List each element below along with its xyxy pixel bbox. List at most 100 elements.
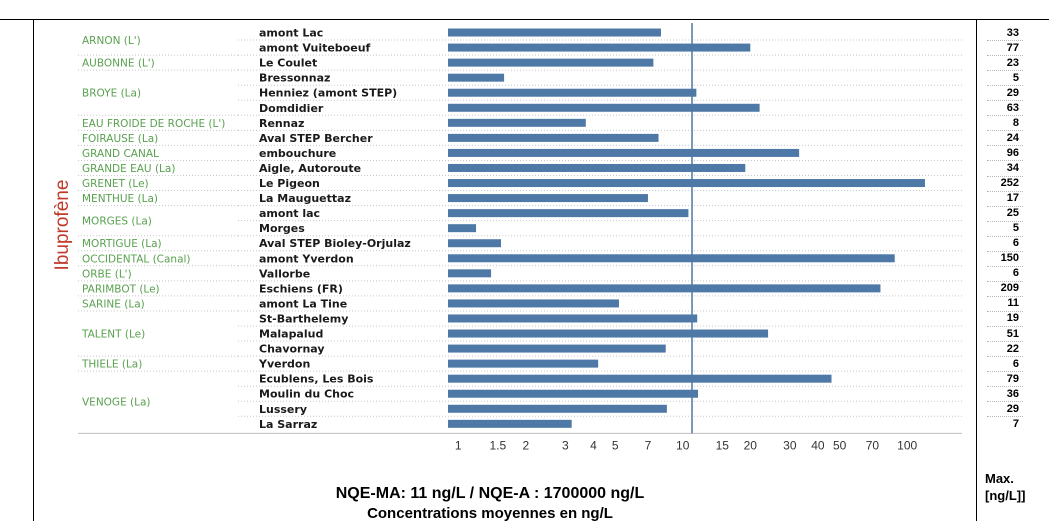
- x-tick-8: 15: [716, 438, 730, 452]
- station-label-0: amont Lac: [259, 27, 323, 40]
- max-value-3: 5: [1012, 71, 1019, 84]
- max-value-17: 209: [1000, 282, 1019, 295]
- river-label-7: GRENET (Le): [82, 178, 149, 190]
- bar-6: [448, 118, 586, 127]
- max-separator: [987, 115, 1023, 117]
- max-separator: [987, 250, 1023, 252]
- max-value-22: 6: [1012, 357, 1019, 370]
- max-header-line2: [ng/L]]: [985, 488, 1026, 503]
- max-separator: [987, 55, 1023, 57]
- max-separator: [987, 341, 1023, 343]
- top-border: [0, 19, 1049, 20]
- station-label-9: Aigle, Autoroute: [259, 162, 361, 175]
- max-separator: [987, 356, 1023, 358]
- station-label-12: amont lac: [259, 207, 320, 220]
- max-value-16: 6: [1012, 267, 1019, 280]
- river-label-2: BROYE (La): [82, 88, 141, 100]
- bar-26: [448, 419, 572, 428]
- bar-12: [448, 209, 689, 218]
- max-separator: [987, 371, 1023, 373]
- station-label-26: La Sarraz: [259, 418, 317, 431]
- river-label-10: MORTIGUE (La): [82, 238, 162, 250]
- parameter-label: Ibuprofène: [52, 180, 73, 271]
- x-tick-2: 2: [522, 438, 529, 452]
- bar-15: [448, 254, 895, 263]
- bar-9: [448, 163, 746, 172]
- bar-5: [448, 103, 760, 112]
- max-separator: [987, 100, 1023, 102]
- max-value-15: 150: [1000, 252, 1019, 265]
- station-label-19: St-Barthelemy: [259, 312, 348, 325]
- station-label-20: Malapalud: [259, 328, 323, 341]
- bar-3: [448, 73, 505, 82]
- station-label-8: embouchure: [259, 147, 336, 160]
- x-tick-3: 3: [562, 438, 569, 452]
- bar-10: [448, 179, 925, 188]
- x-tick-14: 100: [897, 438, 917, 452]
- bar-7: [448, 133, 659, 142]
- label-layer: amont Lac amont Vuiteboeuf Le Coulet Bresso…: [81, 27, 411, 431]
- station-label-24: Moulin du Choc: [259, 388, 354, 401]
- x-tick-4: 4: [590, 438, 597, 452]
- max-value-5: 63: [1006, 101, 1019, 114]
- max-value-9: 34: [1006, 161, 1019, 174]
- river-label-16: THIELE (La): [81, 359, 142, 371]
- river-label-1: AUBONNE (L'): [82, 58, 155, 70]
- river-label-11: OCCIDENTAL (Canal): [82, 253, 191, 265]
- station-label-25: Lussery: [259, 403, 307, 416]
- max-value-18: 11: [1007, 297, 1019, 310]
- bar-13: [448, 224, 477, 233]
- river-label-9: MORGES (La): [82, 216, 152, 228]
- max-value-6: 8: [1012, 116, 1019, 129]
- max-value-0: 33: [1006, 26, 1019, 39]
- x-tick-10: 30: [783, 438, 797, 452]
- bar-18: [448, 299, 619, 308]
- max-separator: [987, 386, 1023, 388]
- river-label-4: FOIRAUSE (La): [82, 133, 158, 145]
- max-separator: [987, 160, 1023, 162]
- max-separator: [987, 70, 1023, 72]
- bar-4: [448, 88, 697, 97]
- station-label-14: Aval STEP Bioley-Orjulaz: [259, 237, 411, 250]
- max-separator: [987, 280, 1023, 282]
- max-value-19: 19: [1006, 312, 1019, 325]
- station-label-17: Eschiens (FR): [259, 282, 343, 295]
- river-label-0: ARNON (L'): [82, 35, 141, 47]
- max-separator: [987, 326, 1023, 327]
- river-label-12: ORBE (L'): [82, 268, 132, 280]
- river-label-14: SARINE (La): [82, 298, 145, 310]
- max-header-line1: Max.: [985, 471, 1014, 486]
- station-label-6: Rennaz: [259, 117, 304, 130]
- left-border: [33, 19, 34, 521]
- bar-24: [448, 389, 699, 398]
- max-separator: [987, 295, 1023, 297]
- x-tick-11: 40: [811, 438, 825, 452]
- max-separator: [987, 85, 1023, 87]
- station-label-1: amont Vuiteboeuf: [259, 42, 371, 55]
- chart-subtitle: Concentrations moyennes en ng/L: [367, 505, 613, 522]
- bar-0: [448, 28, 661, 37]
- max-value-13: 5: [1012, 222, 1019, 235]
- grid-layer: [78, 39, 962, 434]
- max-value-24: 36: [1006, 387, 1019, 400]
- x-tick-6: 7: [645, 438, 652, 452]
- tick-layer: 1 1.5 2 3 4 5 7 10 15 20 30 40 50 70 100: [455, 438, 918, 452]
- river-label-5: GRAND CANAL: [82, 148, 159, 160]
- bar-17: [448, 284, 881, 293]
- max-value-21: 22: [1006, 342, 1019, 355]
- river-label-8: MENTHUE (La): [82, 193, 158, 205]
- river-label-3: EAU FROIDE DE ROCHE (L'): [82, 118, 225, 130]
- station-label-13: Morges: [259, 222, 305, 235]
- bar-20: [448, 329, 769, 338]
- station-label-15: amont Yverdon: [259, 252, 354, 265]
- bar-14: [448, 239, 501, 248]
- station-label-4: Henniez (amont STEP): [259, 87, 397, 100]
- max-value-11: 17: [1006, 192, 1019, 205]
- max-value-1: 77: [1006, 41, 1019, 54]
- max-value-14: 6: [1012, 237, 1019, 250]
- river-label-13: PARIMBOT (Le): [82, 283, 160, 295]
- station-label-18: amont La Tine: [259, 297, 347, 310]
- max-separator: [987, 310, 1023, 312]
- station-label-10: Le Pigeon: [259, 177, 320, 190]
- bar-19: [448, 314, 698, 323]
